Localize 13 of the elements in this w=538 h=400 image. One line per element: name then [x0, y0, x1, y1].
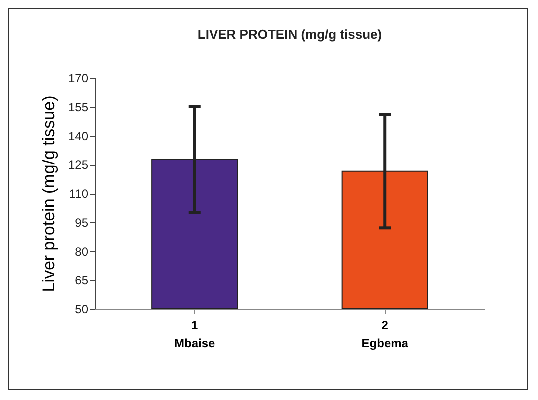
- y-tick-label: 50: [75, 302, 89, 316]
- y-tick-label: 125: [68, 158, 89, 172]
- x-tick-label: 2 Egbema: [362, 318, 409, 350]
- chart-title: LIVER PROTEIN (mg/g tissue): [198, 27, 382, 42]
- y-tick-label: 80: [75, 244, 89, 259]
- y-tick-label: 140: [68, 129, 89, 144]
- x-tick-label: 1 Mbaise: [174, 318, 216, 350]
- y-tick-label: 65: [75, 274, 89, 288]
- y-tick-label: 170: [68, 72, 89, 86]
- y-tick-label: 155: [68, 100, 89, 114]
- y-axis-title: Liver protein (mg/g tissue): [39, 96, 58, 292]
- y-tick-label: 110: [69, 187, 89, 201]
- y-tick-label: 95: [75, 216, 89, 230]
